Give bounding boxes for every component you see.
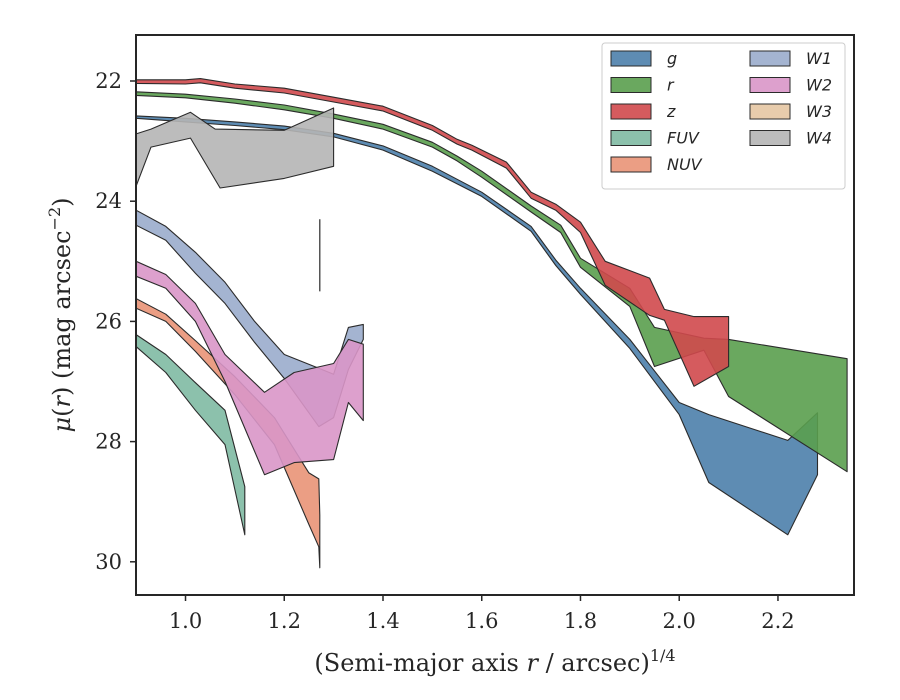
legend-label-w1: W1 bbox=[806, 49, 832, 68]
legend-swatch-w2 bbox=[749, 77, 791, 93]
legend-swatch-z bbox=[610, 103, 652, 120]
legend-swatch-w1 bbox=[749, 50, 791, 67]
band-z bbox=[136, 78, 730, 387]
x-tick-label: 1.8 bbox=[564, 609, 597, 633]
band-r bbox=[136, 91, 848, 473]
legend-swatch-w3 bbox=[749, 103, 791, 120]
legend-label-w3: W3 bbox=[806, 102, 832, 121]
legend-label-g: g bbox=[667, 49, 677, 68]
x-tick-label: 1.6 bbox=[465, 609, 498, 633]
legend: grz FUV NUV W1 W2 W3 W4 bbox=[601, 42, 846, 190]
band-fuv bbox=[136, 334, 246, 536]
y-tick-label: 28 bbox=[95, 430, 122, 454]
band-w2 bbox=[136, 260, 364, 476]
legend-label-w2: W2 bbox=[806, 76, 832, 95]
legend-label-w4: W4 bbox=[806, 129, 832, 148]
legend-label-z: z bbox=[666, 102, 676, 121]
band-g bbox=[136, 115, 819, 536]
legend-label-r: r bbox=[667, 76, 675, 95]
y-axis-label: μ(r) (mag arcsec−2) bbox=[45, 197, 76, 432]
x-tick-label: 1.0 bbox=[169, 609, 202, 633]
y-tick-label: 22 bbox=[95, 69, 122, 93]
series-layer bbox=[136, 78, 848, 569]
legend-swatch-w4 bbox=[749, 130, 791, 146]
legend-swatch-fuv bbox=[610, 130, 652, 146]
ticks-layer: 1.0 1.2 1.4 1.6 1.8 2.0 2.2 22 24 26 28 30 bbox=[95, 69, 794, 633]
y-tick-label: 30 bbox=[95, 550, 122, 574]
legend-label-nuv: NUV bbox=[667, 155, 703, 174]
legend-swatch-r bbox=[610, 77, 652, 93]
legend-swatch-nuv bbox=[610, 156, 652, 173]
legend-label-fuv: FUV bbox=[667, 129, 700, 148]
x-tick-label: 2.0 bbox=[663, 609, 696, 633]
x-axis-label: (Semi-major axis r / arcsec)1/4 bbox=[314, 646, 675, 677]
legend-swatch-g bbox=[610, 50, 652, 67]
x-tick-label: 2.2 bbox=[761, 609, 794, 633]
x-tick-label: 1.4 bbox=[366, 609, 399, 633]
plot-frame bbox=[135, 34, 855, 596]
y-tick-label: 24 bbox=[95, 189, 122, 213]
x-tick-label: 1.2 bbox=[268, 609, 301, 633]
band-w4 bbox=[136, 107, 335, 189]
y-tick-label: 26 bbox=[95, 309, 122, 333]
